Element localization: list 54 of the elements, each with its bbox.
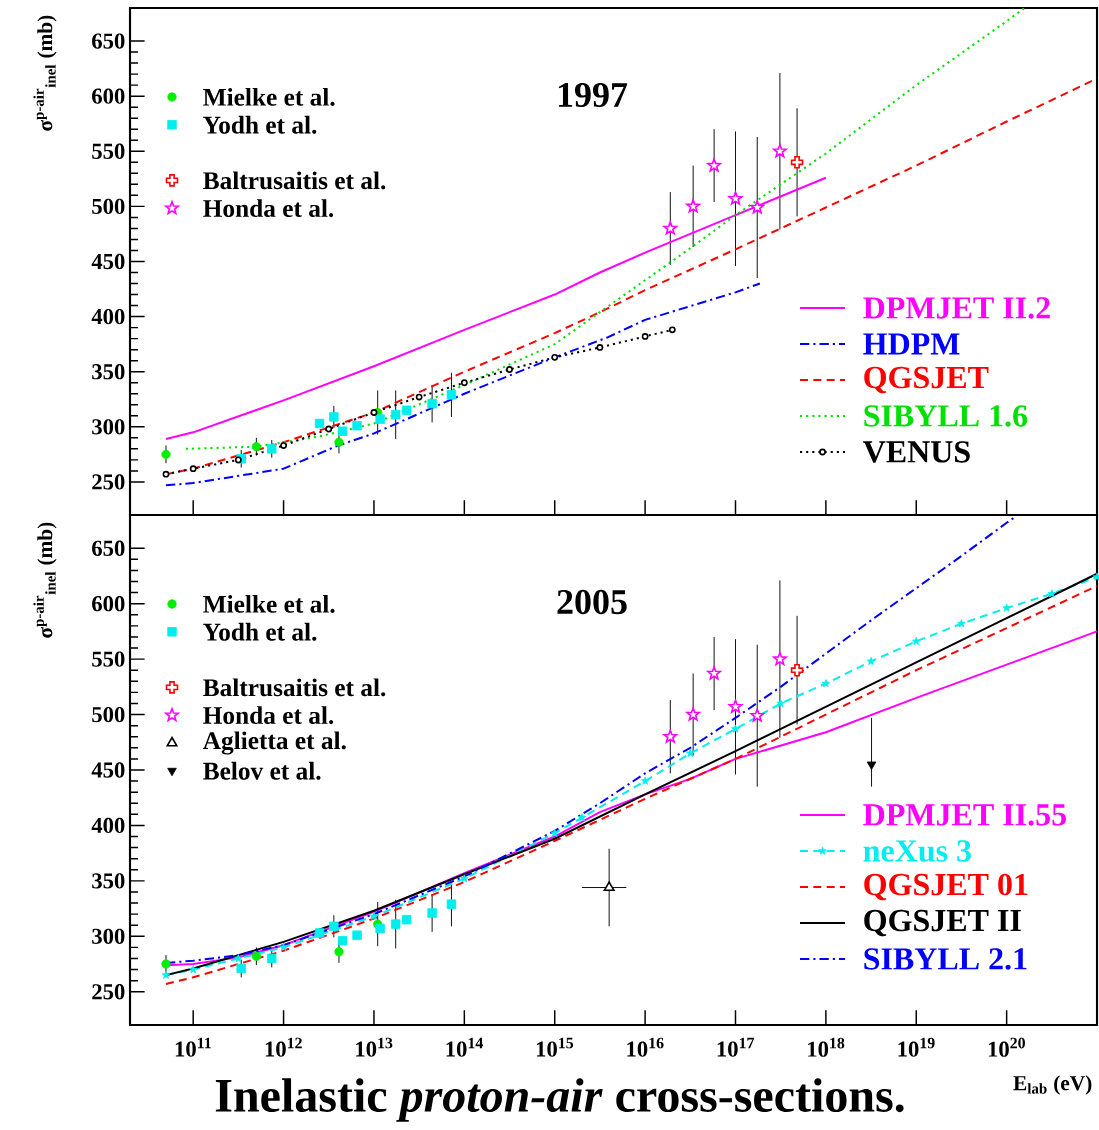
legend-label: DPMJET II.55 bbox=[863, 804, 1066, 826]
y-tick-label: 350 bbox=[92, 364, 125, 380]
legend-label: Honda et al. bbox=[203, 706, 334, 725]
x-tick-label: 10$^{15}$ bbox=[536, 1037, 574, 1057]
y-tick-label: 250 bbox=[92, 474, 125, 490]
y-axis-title: σ$^{p-air}$$_{inel}$ (mb) bbox=[33, 522, 57, 638]
legend-label: Belov et al. bbox=[203, 761, 321, 780]
x-tick-label: 10$^{14}$ bbox=[446, 1037, 483, 1057]
legend-label: DPMJET II.2 bbox=[863, 297, 1050, 319]
y-axis-title: σ$^{p-air}$$_{inel}$ (mb) bbox=[33, 15, 57, 131]
y-tick-label: 400 bbox=[91, 308, 125, 325]
legend-label: neXus 3 bbox=[863, 840, 971, 862]
legend-label: Mielke et al. bbox=[203, 595, 335, 613]
legend-label: SIBYLL 1.6 bbox=[864, 405, 1028, 427]
y-tick-label: 550 bbox=[92, 651, 125, 667]
x-tick-label: 10$^{13}$ bbox=[356, 1037, 393, 1057]
y-tick-label: 400 bbox=[91, 817, 125, 834]
x-tick-label: 10$^{11}$ bbox=[175, 1037, 211, 1057]
x-axis-title: E$_{lab}$ (eV) bbox=[1013, 1075, 1092, 1095]
legend-label: QGSJET bbox=[864, 366, 989, 394]
text: Inelastic proton-air cross-sections. bbox=[215, 1078, 904, 1122]
x-tick-label: 10$^{12}$ bbox=[265, 1037, 302, 1057]
y-tick-label: 350 bbox=[92, 873, 125, 889]
x-tick-label: 10$^{18}$ bbox=[808, 1037, 845, 1057]
y-tick-label: 300 bbox=[92, 419, 125, 435]
y-tick-label: 550 bbox=[92, 143, 125, 159]
legend-label: QGSJET 01 bbox=[864, 873, 1028, 901]
text: 1997 bbox=[558, 82, 628, 108]
legend-label: VENUS bbox=[863, 441, 970, 463]
y-tick-label: 500 bbox=[92, 706, 125, 723]
y-tick-label: 500 bbox=[92, 198, 125, 215]
legend-label: Yodh et al. bbox=[203, 115, 317, 134]
x-tick-label: 10$^{19}$ bbox=[898, 1037, 935, 1057]
text: 2005 bbox=[557, 589, 627, 615]
legend-label: Honda et al. bbox=[203, 199, 334, 218]
y-tick-label: 300 bbox=[92, 928, 125, 944]
y-tick-label: 450 bbox=[91, 762, 125, 778]
y-tick-label: 650 bbox=[92, 540, 125, 556]
x-tick-label: 10$^{16}$ bbox=[627, 1037, 664, 1057]
y-tick-label: 600 bbox=[92, 88, 125, 104]
legend-label: Baltrusaitis et al. bbox=[203, 171, 386, 190]
y-tick-label: 650 bbox=[92, 33, 125, 49]
legend-label: Mielke et al. bbox=[203, 88, 335, 106]
x-tick-label: 10$^{17}$ bbox=[717, 1037, 755, 1057]
legend-label: Baltrusaitis et al. bbox=[203, 678, 386, 697]
y-tick-label: 450 bbox=[91, 253, 125, 270]
legend-label: HDPM bbox=[863, 333, 960, 355]
y-tick-label: 250 bbox=[92, 984, 125, 1000]
legend-label: QGSJET II bbox=[864, 909, 1021, 937]
legend-label: Yodh et al. bbox=[203, 622, 317, 641]
legend-label: SIBYLL 2.1 bbox=[864, 948, 1027, 970]
y-tick-label: 600 bbox=[92, 596, 125, 612]
legend-label: Aglietta et al. bbox=[202, 731, 346, 755]
x-tick-label: 10$^{20}$ bbox=[988, 1037, 1025, 1057]
